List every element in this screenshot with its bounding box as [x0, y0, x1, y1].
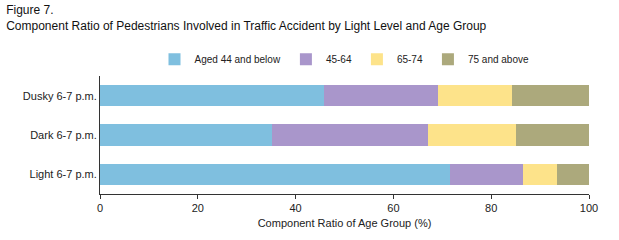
svg-text:Component Ratio of Age Group (: Component Ratio of Age Group (%): [258, 217, 432, 229]
svg-text:Dusky 6-7 p.m.: Dusky 6-7 p.m.: [23, 90, 97, 102]
svg-text:20: 20: [192, 202, 204, 214]
svg-text:75 and above: 75 and above: [468, 54, 529, 65]
svg-text:40: 40: [289, 202, 301, 214]
svg-text:100: 100: [580, 202, 598, 214]
svg-text:Light 6-7 p.m.: Light 6-7 p.m.: [30, 168, 97, 180]
svg-text:Dark 6-7 p.m.: Dark 6-7 p.m.: [30, 129, 97, 141]
svg-text:Figure 7.Component Ratio of Pe: Figure 7.Component Ratio of Pedestrians …: [6, 3, 486, 33]
svg-text:60: 60: [387, 202, 399, 214]
svg-text:45-64: 45-64: [326, 54, 352, 65]
svg-text:Aged 44 and below: Aged 44 and below: [195, 54, 281, 65]
svg-text:0: 0: [97, 202, 103, 214]
svg-text:80: 80: [485, 202, 497, 214]
svg-text:65-74: 65-74: [397, 54, 423, 65]
